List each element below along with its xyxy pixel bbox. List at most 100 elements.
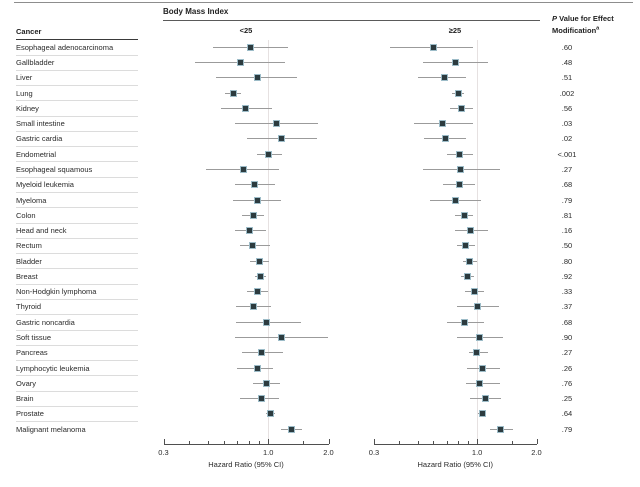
x-axis-major-tick (328, 439, 330, 444)
row-label-cancer: Gastric cardia (16, 134, 63, 144)
reference-line (268, 40, 270, 444)
row-p-value: .92 (561, 271, 573, 281)
hr-point-marker (460, 211, 468, 219)
row-p-value: .68 (561, 180, 573, 190)
hr-point-marker (255, 257, 263, 265)
hr-point-marker (237, 58, 245, 66)
cancer-column-header: Cancer (16, 27, 42, 36)
hr-point-marker (454, 89, 462, 97)
row-label-cancer: Gastric noncardia (16, 317, 75, 327)
hr-point-marker (481, 395, 489, 403)
row-label-cancer: Myeloid leukemia (16, 180, 74, 190)
x-axis-minor-tick (248, 441, 250, 444)
hr-point-marker (253, 196, 261, 204)
x-axis-tick-label: 1.0 (262, 448, 274, 457)
hr-point-marker (455, 181, 463, 189)
row-p-value: .81 (561, 210, 573, 220)
row-p-value: .27 (561, 164, 573, 174)
hr-point-marker (476, 379, 484, 387)
hr-point-marker (471, 288, 479, 296)
row-label-cancer: Prostate (16, 409, 44, 419)
x-axis-major-tick (536, 439, 538, 444)
row-separator (16, 421, 138, 423)
row-p-value: .27 (561, 348, 573, 358)
hr-point-marker (262, 379, 270, 387)
row-label-cancer: Esophageal squamous (16, 164, 93, 174)
x-axis-title: Hazard Ratio (95% CI) (417, 460, 493, 469)
hr-point-marker (287, 425, 295, 433)
hr-point-marker (247, 43, 255, 51)
row-separator (16, 253, 138, 255)
hr-point-marker (473, 303, 481, 311)
hr-point-marker (440, 74, 448, 82)
hr-point-marker (452, 58, 460, 66)
x-axis-minor-tick (446, 441, 448, 444)
row-p-value: .26 (561, 363, 573, 373)
x-axis-minor-tick (433, 441, 435, 444)
hr-point-marker (472, 349, 480, 357)
row-label-cancer: Thyroid (16, 302, 42, 312)
row-separator (16, 344, 138, 346)
hr-point-marker (264, 150, 272, 158)
x-axis-line (163, 444, 329, 445)
row-label-cancer: Gallbladder (16, 57, 55, 67)
hr-point-marker (253, 74, 261, 82)
row-label-cancer: Colon (16, 210, 36, 220)
row-separator (16, 314, 138, 316)
row-separator (16, 192, 138, 194)
hr-point-marker (249, 303, 257, 311)
row-p-value: .002 (559, 88, 575, 98)
hr-point-marker (248, 242, 256, 250)
row-separator (16, 207, 138, 209)
row-p-value: .80 (561, 256, 573, 266)
pvalue-header-footnote-mark: a (596, 25, 600, 32)
row-separator (16, 237, 138, 239)
hr-point-marker (241, 104, 249, 112)
row-label-cancer: Lymphocytic leukemia (16, 363, 90, 373)
hr-point-marker (239, 165, 247, 173)
row-separator (16, 176, 138, 178)
row-separator (16, 298, 138, 300)
row-p-value: .37 (561, 302, 573, 312)
pvalue-header-p: P (552, 14, 558, 23)
row-separator (16, 100, 138, 102)
row-label-cancer: Head and neck (16, 226, 67, 236)
hr-point-marker (478, 410, 486, 418)
row-label-cancer: Kidney (16, 103, 39, 113)
row-separator (16, 54, 138, 56)
x-axis-minor-tick (237, 441, 239, 444)
row-separator (16, 268, 138, 270)
row-separator (16, 375, 138, 377)
cancer-header-rule (16, 38, 138, 40)
reference-line (477, 40, 479, 444)
row-p-value: .16 (561, 226, 573, 236)
row-separator (16, 115, 138, 117)
x-axis-minor-tick (511, 441, 513, 444)
hr-point-marker (429, 43, 437, 51)
row-p-value: .50 (561, 241, 573, 251)
hr-point-marker (457, 104, 465, 112)
row-separator (16, 405, 138, 407)
x-axis-minor-tick (468, 441, 470, 444)
hr-point-marker (278, 135, 286, 143)
hr-point-marker (253, 364, 261, 372)
row-label-cancer: Rectum (16, 241, 42, 251)
hr-point-marker (455, 150, 463, 158)
hr-point-marker (439, 120, 447, 128)
x-axis-tick-label: 2.0 (323, 448, 334, 457)
hr-point-marker (452, 196, 460, 204)
x-axis-minor-tick (458, 441, 459, 444)
row-p-value: .25 (561, 394, 573, 404)
x-axis-title: Hazard Ratio (95% CI) (208, 460, 284, 469)
x-axis-minor-tick (207, 441, 209, 444)
hr-point-marker (258, 349, 266, 357)
row-p-value: .79 (561, 424, 573, 434)
x-axis-minor-tick (259, 441, 261, 444)
group-header-rule (163, 20, 540, 21)
row-p-value: .56 (561, 103, 573, 113)
row-separator (16, 390, 138, 392)
x-axis-minor-tick (188, 441, 190, 444)
hr-point-marker (476, 334, 484, 342)
row-label-cancer: Soft tissue (16, 333, 52, 343)
row-label-cancer: Liver (16, 73, 33, 83)
